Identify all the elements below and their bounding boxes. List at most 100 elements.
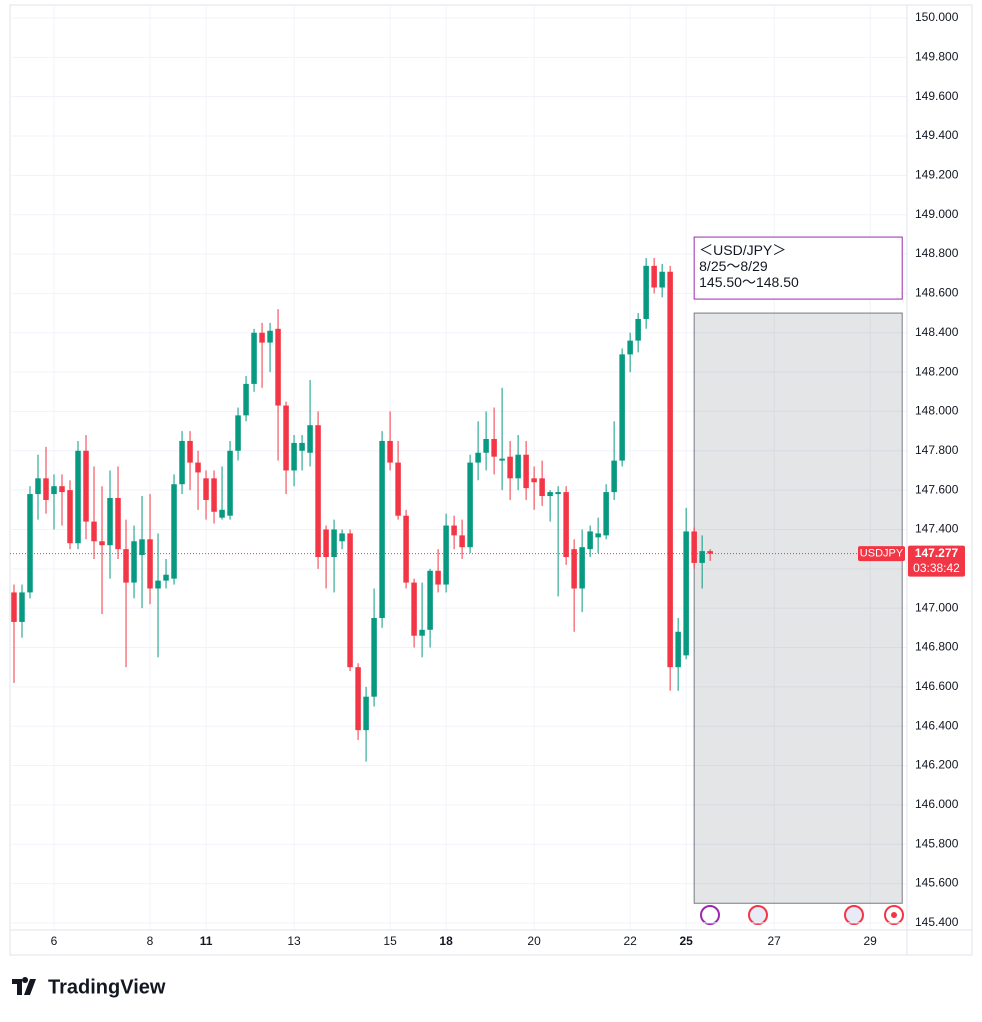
candle-body	[227, 450, 233, 516]
candle-body	[707, 551, 713, 554]
x-tick-label: 20	[527, 934, 541, 948]
y-tick-label: 145.400	[915, 915, 959, 929]
candle-body	[643, 265, 649, 319]
candle-body	[347, 533, 353, 668]
candle-body	[331, 529, 337, 558]
candle-body	[523, 454, 529, 489]
candle-body	[115, 497, 121, 550]
candle-body	[419, 629, 425, 636]
candle-body	[611, 460, 617, 493]
price-badge	[908, 545, 965, 577]
candle-body	[27, 494, 33, 593]
x-tick-label: 18	[439, 934, 453, 948]
candle-body	[659, 271, 665, 288]
candle-body	[603, 492, 609, 536]
candle-body	[531, 478, 537, 483]
candle-body	[211, 478, 217, 512]
x-tick-label: 13	[287, 934, 301, 948]
candle-body	[507, 456, 513, 479]
candle-body	[11, 592, 17, 622]
candle-body	[339, 533, 345, 542]
candle-body	[675, 631, 681, 668]
candle-body	[51, 486, 57, 495]
candle-body	[131, 541, 137, 583]
candle-body	[683, 531, 689, 656]
x-tick-label: 27	[767, 934, 781, 948]
x-tick-label: 6	[51, 934, 58, 948]
candle-body	[83, 450, 89, 522]
y-tick-label: 149.000	[915, 207, 959, 221]
candle-body	[443, 525, 449, 585]
y-tick-label: 146.000	[915, 797, 959, 811]
candle-body	[203, 478, 209, 500]
candle-body	[91, 521, 97, 542]
candle-body	[251, 332, 257, 384]
candle-body	[267, 330, 273, 343]
y-tick-label: 146.600	[915, 679, 959, 693]
candle-body	[35, 478, 41, 495]
candle-body	[107, 497, 113, 546]
event-icon[interactable]	[748, 905, 768, 925]
y-tick-label: 146.400	[915, 718, 959, 732]
candle-body	[395, 462, 401, 516]
event-icon[interactable]	[844, 905, 864, 925]
candle-body	[275, 328, 281, 406]
last-price-label: 147.277	[915, 546, 959, 560]
candle-body	[139, 539, 145, 556]
y-tick-label: 147.800	[915, 443, 959, 457]
candle-body	[587, 531, 593, 550]
candle-body	[499, 458, 505, 461]
candle-body	[371, 617, 377, 697]
candle-body	[435, 570, 441, 585]
candle-body	[43, 478, 49, 500]
candle-body	[291, 442, 297, 471]
x-tick-label: 8	[147, 934, 154, 948]
countdown-label: 03:38:42	[913, 561, 960, 575]
candle-body	[387, 440, 393, 463]
candle-body	[619, 354, 625, 461]
candle-body	[195, 462, 201, 473]
candle-body	[451, 525, 457, 536]
y-tick-label: 145.800	[915, 836, 959, 850]
candle-body	[563, 492, 569, 558]
candle-body	[539, 478, 545, 497]
annotation-text: 8/25〜8/29	[699, 258, 768, 274]
y-tick-label: 148.400	[915, 325, 959, 339]
candle-body	[147, 539, 153, 589]
candle-body	[635, 318, 641, 341]
candle-body	[243, 383, 249, 416]
x-tick-label: 22	[623, 934, 637, 948]
candle-body	[171, 484, 177, 579]
candle-body	[299, 442, 305, 451]
x-tick-label: 15	[383, 934, 397, 948]
y-tick-label: 148.200	[915, 364, 959, 378]
candle-body	[355, 667, 361, 731]
candle-body	[99, 541, 105, 546]
candle-body	[547, 492, 553, 497]
candle-body	[483, 438, 489, 453]
event-icon[interactable]	[700, 905, 720, 925]
candle-body	[427, 570, 433, 630]
candle-body	[515, 454, 521, 479]
candle-body	[235, 415, 241, 451]
candle-body	[579, 547, 585, 589]
candle-body	[75, 450, 81, 544]
y-tick-label: 149.400	[915, 128, 959, 142]
y-tick-label: 146.800	[915, 640, 959, 654]
candle-body	[555, 492, 561, 495]
candle-body	[219, 509, 225, 518]
x-tick-label: 29	[864, 934, 878, 948]
candle-body	[467, 462, 473, 548]
y-tick-label: 147.600	[915, 482, 959, 496]
candle-body	[379, 440, 385, 618]
y-tick-label: 148.800	[915, 246, 959, 260]
candle-body	[67, 490, 73, 544]
candle-body	[571, 549, 577, 589]
annotation-text: 145.50〜148.50	[699, 274, 799, 290]
event-icons	[700, 905, 904, 925]
candle-body	[155, 580, 161, 589]
x-tick-label: 11	[200, 934, 213, 948]
candle-body	[123, 549, 129, 583]
candle-body	[259, 332, 265, 343]
candle-body	[323, 529, 329, 558]
